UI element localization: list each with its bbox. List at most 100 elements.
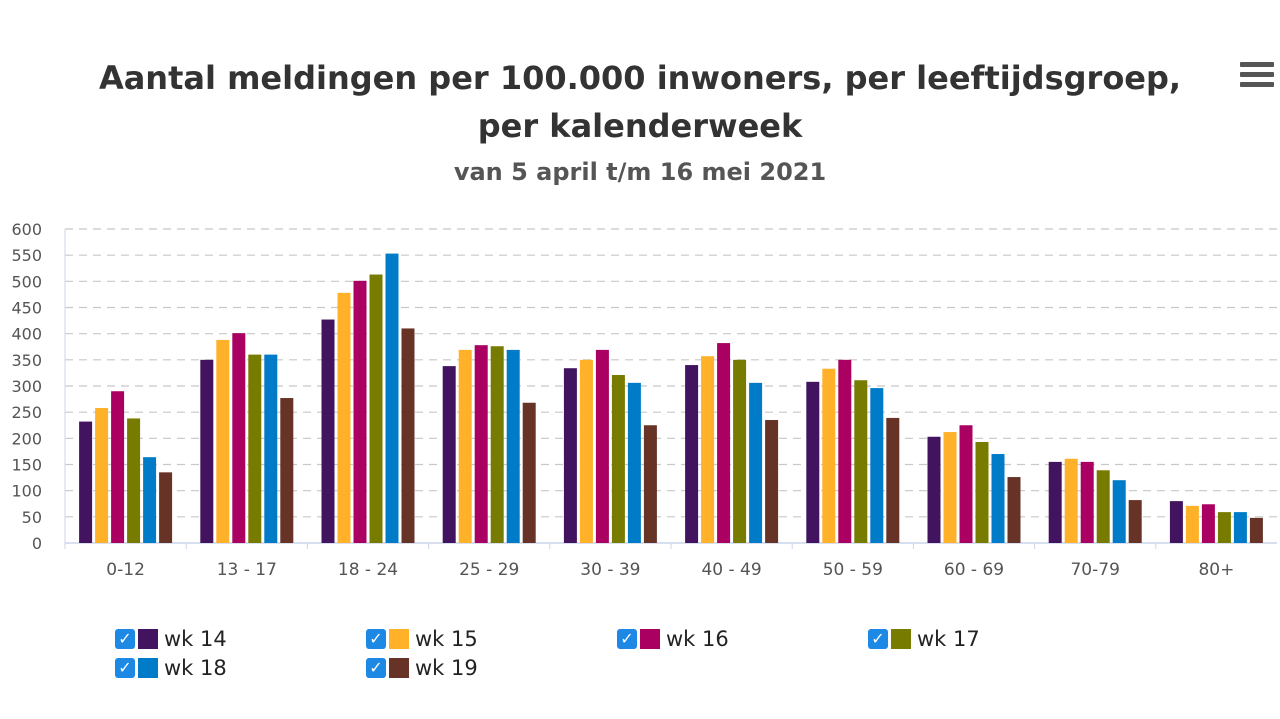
bar-wk-15-25-29 xyxy=(458,349,472,543)
legend-swatch xyxy=(891,629,911,649)
bar-wk-14-50-59 xyxy=(806,381,820,543)
x-tick-label: 0-12 xyxy=(106,560,145,580)
checkbox-checked-icon[interactable]: ✓ xyxy=(366,629,386,649)
bar-wk-19-13-17 xyxy=(280,398,294,543)
legend-swatch xyxy=(138,658,158,678)
bar-wk-19-50-59 xyxy=(886,417,900,543)
bar-wk-16-18-24 xyxy=(353,280,367,543)
bar-wk-14-18-24 xyxy=(321,319,335,543)
bar-wk-15-40-49 xyxy=(701,356,715,543)
y-tick-label: 350 xyxy=(11,351,42,370)
bar-wk-17-50-59 xyxy=(854,380,868,543)
bar-wk-18-18-24 xyxy=(385,253,399,543)
legend-label: wk 14 xyxy=(164,627,227,651)
bar-wk-19-60-69 xyxy=(1007,477,1021,543)
bar-wk-18-13-17 xyxy=(264,354,278,543)
x-tick-label: 40 - 49 xyxy=(701,560,761,580)
legend-swatch xyxy=(389,629,409,649)
legend-item[interactable]: ✓ wk 15 xyxy=(366,627,478,651)
chart-subtitle: van 5 april t/m 16 mei 2021 xyxy=(453,158,827,186)
y-tick-label: 0 xyxy=(32,534,42,553)
checkbox-checked-icon[interactable]: ✓ xyxy=(115,629,135,649)
bar-wk-17-80+ xyxy=(1217,512,1231,543)
bar-wk-16-25-29 xyxy=(474,345,488,543)
bar-wk-18-0-12 xyxy=(143,457,157,543)
bar-wk-15-80+ xyxy=(1185,505,1199,543)
x-tick-label: 70-79 xyxy=(1070,560,1119,580)
bar-wk-17-60-69 xyxy=(975,441,989,543)
bar-wk-14-0-12 xyxy=(79,421,93,543)
bar-wk-17-13-17 xyxy=(248,354,262,543)
bar-wk-16-60-69 xyxy=(959,425,973,543)
bar-wk-18-25-29 xyxy=(506,349,520,543)
legend-item[interactable]: ✓ wk 18 xyxy=(115,656,227,680)
legend-item[interactable]: ✓ wk 19 xyxy=(366,656,478,680)
bar-wk-15-30-39 xyxy=(579,359,593,543)
bar-wk-18-50-59 xyxy=(870,388,884,543)
bar-wk-14-30-39 xyxy=(563,368,577,543)
legend-label: wk 19 xyxy=(415,656,478,680)
bar-wk-18-70-79 xyxy=(1112,480,1126,543)
bar-wk-16-70-79 xyxy=(1080,461,1094,543)
legend-label: wk 15 xyxy=(415,627,478,651)
y-tick-label: 150 xyxy=(11,456,42,475)
bar-wk-18-80+ xyxy=(1233,512,1247,543)
bar-wk-19-70-79 xyxy=(1128,500,1142,543)
bar-wk-17-70-79 xyxy=(1096,470,1110,543)
checkbox-checked-icon[interactable]: ✓ xyxy=(617,629,637,649)
bar-wk-17-30-39 xyxy=(611,375,625,543)
bar-wk-15-60-69 xyxy=(943,432,957,543)
bar-wk-14-60-69 xyxy=(927,436,941,543)
legend-item[interactable]: ✓ wk 17 xyxy=(868,627,980,651)
legend-swatch xyxy=(138,629,158,649)
bar-wk-15-18-24 xyxy=(337,292,351,543)
y-tick-label: 550 xyxy=(11,246,42,265)
bar-wk-18-30-39 xyxy=(627,382,641,543)
bar-wk-19-18-24 xyxy=(401,328,415,543)
bar-wk-19-30-39 xyxy=(643,425,657,543)
bar-wk-17-18-24 xyxy=(369,274,383,543)
y-tick-label: 50 xyxy=(22,508,42,527)
bar-wk-18-60-69 xyxy=(991,454,1005,543)
bar-wk-17-0-12 xyxy=(127,418,141,543)
bar-wk-17-40-49 xyxy=(733,359,747,543)
bar-wk-14-13-17 xyxy=(200,359,214,543)
bar-wk-14-70-79 xyxy=(1048,461,1062,543)
y-tick-label: 100 xyxy=(11,482,42,501)
legend-label: wk 17 xyxy=(917,627,980,651)
y-tick-label: 450 xyxy=(11,299,42,318)
x-tick-label: 13 - 17 xyxy=(217,560,277,580)
x-tick-label: 30 - 39 xyxy=(580,560,640,580)
bar-wk-16-80+ xyxy=(1201,504,1215,543)
bar-wk-16-50-59 xyxy=(838,359,852,543)
bar-wk-16-30-39 xyxy=(595,349,609,543)
checkbox-checked-icon[interactable]: ✓ xyxy=(868,629,888,649)
legend-swatch xyxy=(640,629,660,649)
y-tick-label: 600 xyxy=(11,220,42,239)
bar-wk-19-40-49 xyxy=(765,420,779,543)
legend-label: wk 18 xyxy=(164,656,227,680)
y-tick-label: 500 xyxy=(11,272,42,291)
bar-wk-14-80+ xyxy=(1169,501,1183,543)
legend-item[interactable]: ✓ wk 14 xyxy=(115,627,227,651)
bar-wk-14-25-29 xyxy=(442,366,456,543)
x-tick-label: 18 - 24 xyxy=(338,560,398,580)
legend-item[interactable]: ✓ wk 16 xyxy=(617,627,729,651)
bar-wk-18-40-49 xyxy=(749,382,763,543)
hamburger-menu-icon[interactable] xyxy=(1240,62,1274,90)
bar-wk-15-50-59 xyxy=(822,368,836,543)
x-tick-label: 50 - 59 xyxy=(823,560,883,580)
bar-wk-19-25-29 xyxy=(522,402,536,543)
checkbox-checked-icon[interactable]: ✓ xyxy=(366,658,386,678)
x-tick-label: 80+ xyxy=(1198,560,1234,580)
y-tick-label: 400 xyxy=(11,325,42,344)
legend-label: wk 16 xyxy=(666,627,729,651)
bar-wk-15-70-79 xyxy=(1064,458,1078,543)
legend-swatch xyxy=(389,658,409,678)
y-tick-label: 200 xyxy=(11,429,42,448)
chart-title: Aantal meldingen per 100.000 inwoners, p… xyxy=(98,59,1182,145)
y-tick-label: 300 xyxy=(11,377,42,396)
bar-wk-17-25-29 xyxy=(490,346,504,543)
checkbox-checked-icon[interactable]: ✓ xyxy=(115,658,135,678)
bar-wk-19-0-12 xyxy=(159,472,173,543)
